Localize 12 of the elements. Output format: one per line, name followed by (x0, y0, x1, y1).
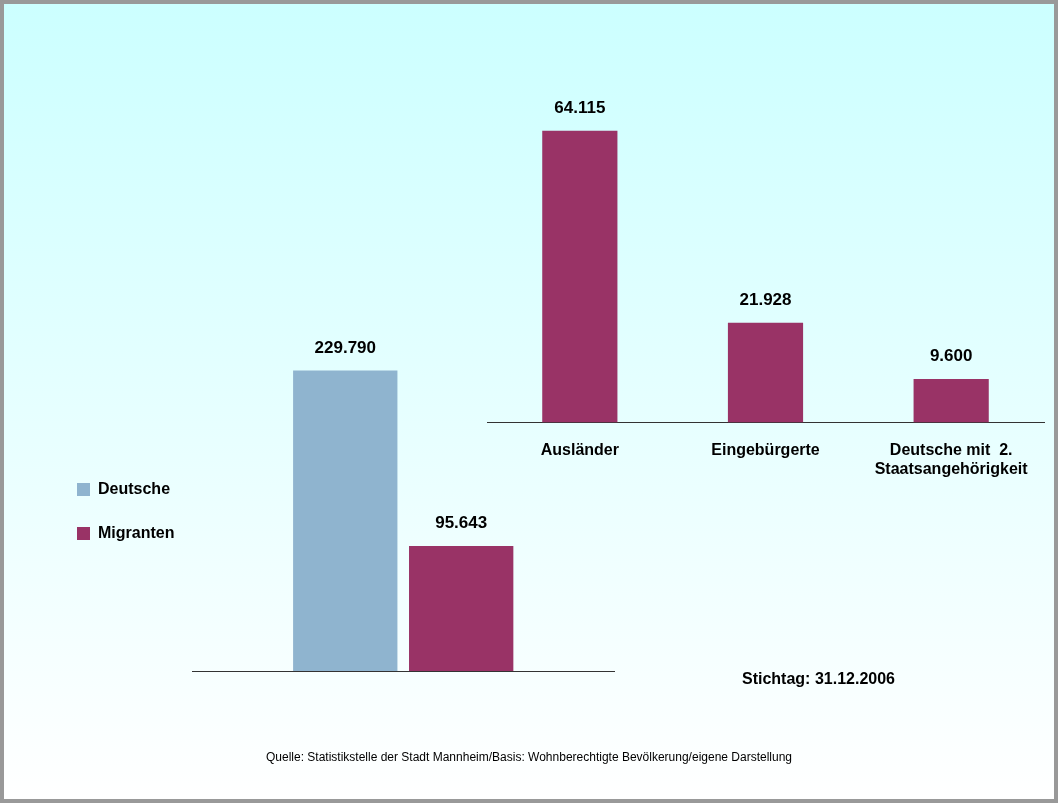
legend-label: Migranten (98, 523, 175, 541)
data-label: 229.790 (314, 337, 376, 357)
source-note: Quelle: Statistikstelle der Stadt Mannheim/Basis: Wohnberechtigte Bevölkerung/eigene Darstellung (264, 750, 794, 764)
text: Stichtag: 31.12.2006 (742, 670, 896, 688)
legend-label: Deutsche (98, 479, 171, 497)
data-label: 64.115 (554, 97, 606, 117)
x-tick-label: Ausländer (540, 440, 619, 458)
x-tick-label: Eingebürgerte (711, 440, 820, 458)
data-label: 95.643 (435, 513, 488, 533)
data-label: 21.928 (739, 289, 792, 309)
data-label: 9.600 (929, 346, 973, 366)
x-tick-label: Deutsche mit 2. Staatsangehörigkeit (874, 440, 1029, 477)
